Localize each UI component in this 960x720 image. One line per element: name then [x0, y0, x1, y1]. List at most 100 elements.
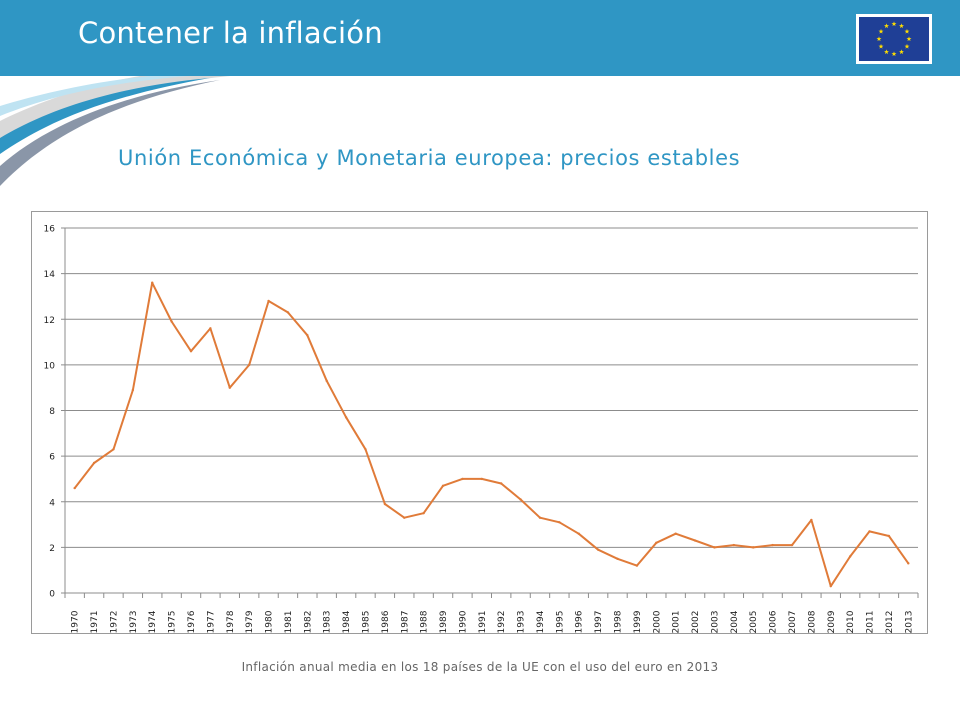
y-tick-label: 2	[49, 544, 55, 554]
data-point	[732, 543, 736, 547]
data-point	[267, 299, 270, 303]
data-point	[189, 349, 193, 353]
chart-caption: Inflación anual media en los 18 países d…	[241, 660, 719, 674]
data-point	[713, 546, 716, 549]
x-tick-label: 2013	[904, 611, 914, 634]
y-tick-label: 12	[44, 316, 55, 326]
x-tick-label: 1981	[284, 611, 294, 634]
x-tick-label: 2001	[672, 611, 682, 634]
data-point	[228, 386, 231, 389]
x-tick-label: 2000	[652, 610, 662, 633]
chart-subtitle: Unión Económica y Monetaria europea: pre…	[118, 146, 741, 170]
y-tick-label: 14	[44, 270, 56, 280]
data-point	[674, 532, 677, 535]
data-point	[577, 532, 580, 535]
y-tick-label: 0	[49, 590, 55, 600]
x-tick-label: 1988	[420, 610, 430, 633]
flag-star-icon	[891, 21, 897, 27]
y-tick-label: 8	[49, 407, 55, 417]
data-point	[247, 363, 251, 367]
flag-star-icon	[899, 49, 904, 55]
x-tick-label: 1987	[400, 611, 410, 634]
flag-star-icon	[884, 23, 889, 29]
data-point	[616, 557, 619, 560]
data-point	[693, 539, 697, 542]
data-point	[907, 562, 910, 565]
data-point	[306, 334, 309, 337]
data-point	[848, 555, 852, 558]
flag-star-icon	[878, 28, 884, 34]
x-tick-label: 1997	[594, 611, 604, 634]
x-tick-label: 2010	[846, 610, 856, 633]
data-point	[286, 311, 290, 314]
slide-title: Contener la inflación	[78, 16, 383, 50]
flag-star-icon	[906, 36, 912, 42]
data-point	[364, 448, 367, 451]
data-point	[131, 388, 135, 392]
flag-star-icon	[884, 49, 889, 55]
x-tick-label: 2008	[807, 610, 817, 633]
x-tick-label: 2004	[730, 610, 740, 633]
header-bar: Contener la inflación	[0, 0, 960, 76]
data-point	[422, 511, 425, 515]
y-tick-label: 16	[44, 225, 56, 235]
x-tick-label: 2011	[866, 611, 876, 634]
y-tick-label: 10	[44, 361, 56, 371]
data-point	[151, 281, 154, 284]
x-tick-label: 2002	[691, 611, 701, 634]
data-point	[209, 327, 212, 330]
data-point	[480, 477, 484, 481]
line-chart: 0 2 4 6 8 10 12 14 16 1970 1971 1972 1973 1974 1975 197…	[44, 225, 919, 634]
data-point	[558, 521, 561, 524]
data-point	[887, 534, 891, 538]
data-point	[403, 516, 406, 519]
x-tick-label: 1972	[109, 611, 119, 634]
x-tick-label: 2007	[788, 611, 798, 634]
y-tick-label: 6	[49, 453, 55, 463]
data-point	[441, 484, 445, 487]
x-tick-label: 1978	[226, 610, 236, 633]
y-tick-label: 4	[49, 498, 55, 508]
data-point	[499, 482, 503, 485]
x-tick-label: 1975	[168, 611, 178, 634]
data-point	[538, 516, 542, 519]
decorative-swoosh	[0, 76, 230, 216]
data-point	[810, 518, 813, 522]
x-tick-label: 1982	[303, 611, 313, 634]
flag-star-icon	[891, 51, 897, 57]
data-point	[344, 416, 348, 419]
x-tick-label: 1986	[381, 610, 391, 633]
x-tick-label: 2005	[749, 611, 759, 634]
x-tick-label: 1994	[536, 610, 546, 633]
data-point	[112, 448, 115, 451]
data-point	[655, 541, 658, 545]
x-tick-label: 1991	[478, 611, 488, 634]
data-point	[383, 502, 387, 506]
x-tick-label: 1990	[458, 610, 468, 633]
x-tick-label: 2012	[885, 611, 895, 634]
flag-star-icon	[876, 36, 882, 42]
x-tick-label: 1983	[323, 611, 333, 634]
flag-star-icon	[899, 23, 904, 29]
x-tick-label: 1977	[206, 611, 216, 634]
x-tick-label: 1979	[245, 610, 255, 633]
x-tick-label: 1999	[633, 610, 643, 633]
x-tick-label: 1993	[517, 611, 527, 634]
x-tick-label: 2009	[827, 610, 837, 633]
x-tick-label: 2003	[710, 611, 720, 634]
x-tick-label: 1995	[555, 611, 565, 634]
data-point	[635, 564, 639, 567]
eu-flag-icon	[856, 14, 932, 64]
x-tick-label: 1980	[265, 610, 275, 633]
x-tick-label: 1971	[90, 611, 100, 634]
x-tick-label: 1974	[148, 610, 158, 633]
x-tick-label: 1996	[575, 610, 585, 633]
flag-star-icon	[878, 43, 884, 49]
x-tick-label: 1985	[361, 611, 371, 634]
data-point	[829, 584, 832, 588]
x-tick-label: 1976	[187, 610, 197, 633]
x-tick-label: 1998	[614, 610, 624, 633]
x-tick-label: 1970	[71, 610, 81, 633]
x-tick-label: 1989	[439, 610, 449, 633]
data-point	[790, 543, 794, 547]
